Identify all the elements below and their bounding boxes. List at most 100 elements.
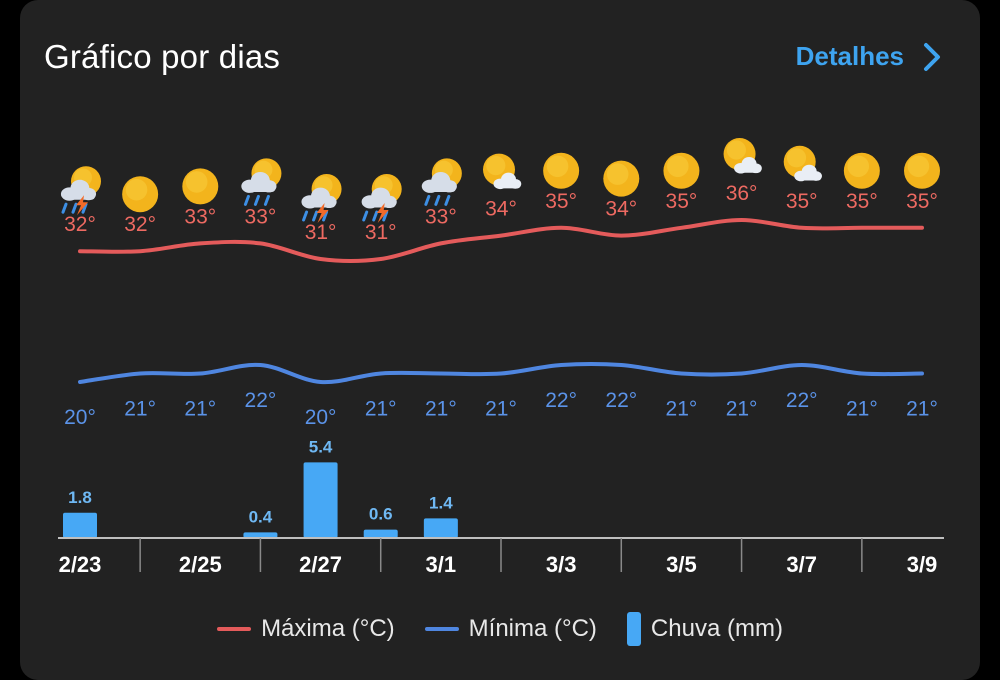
lightning-bolt xyxy=(316,203,329,223)
max-temp-label: 31° xyxy=(365,221,397,244)
rain-drop xyxy=(81,202,88,214)
sun-highlight xyxy=(546,155,569,178)
max-temp-line xyxy=(78,217,924,263)
legend-swatch-min xyxy=(424,627,459,631)
max-temp-label: 36° xyxy=(726,182,758,205)
min-temp-label: 21° xyxy=(485,398,517,421)
rain-drop xyxy=(424,194,431,206)
sun-highlight xyxy=(847,155,870,178)
chevron-right-icon xyxy=(924,42,940,71)
x-tick-label: 3/3 xyxy=(546,552,577,577)
rain-value-label: 1.4 xyxy=(429,493,453,512)
max-temp-label: 34° xyxy=(605,198,637,221)
sun-highlight xyxy=(907,155,930,178)
rain-drop xyxy=(61,202,68,214)
daily-forecast-chart: 32° 32° 33° 33° 31° 31° 33° 34° 35° 34° 35° 36° 35° 3… xyxy=(58,138,944,577)
min-temp-label: 21° xyxy=(726,398,758,421)
rain-drop xyxy=(71,202,78,214)
x-tick-label: 3/1 xyxy=(426,552,457,577)
legend-item-rain: Chuva (mm) xyxy=(626,612,783,646)
min-temp-line xyxy=(78,361,924,385)
daily-chart-card xyxy=(20,0,980,680)
rain-value-label: 1.8 xyxy=(68,488,92,507)
rain-bar xyxy=(243,532,278,538)
sun-highlight xyxy=(486,156,506,176)
min-temp-label: 21° xyxy=(124,398,156,421)
cloud-base xyxy=(243,184,276,192)
max-temp-label: 34° xyxy=(485,198,517,221)
legend-item-max: Máxima (°C) xyxy=(217,615,395,643)
card-title: Gráfico por dias xyxy=(44,38,281,75)
max-temp-label: 35° xyxy=(666,190,698,213)
cloud-base xyxy=(303,199,336,208)
cloud-base xyxy=(735,166,762,173)
details-link[interactable]: Detalhes xyxy=(796,41,942,72)
sun-icon xyxy=(543,152,580,189)
sun-icon xyxy=(603,160,640,197)
sun-icon xyxy=(122,176,159,213)
partly-cloudy-icon xyxy=(723,138,762,174)
rain-bar xyxy=(63,512,97,538)
sun-icon xyxy=(182,168,219,205)
x-tick-label: 3/5 xyxy=(666,552,697,577)
x-tick-label: 3/7 xyxy=(786,552,817,577)
legend-item-min: Mínima (°C) xyxy=(424,615,597,643)
cloud-base xyxy=(495,182,521,189)
rain-bar xyxy=(363,529,398,538)
rain-drop xyxy=(302,210,309,222)
sun-highlight xyxy=(185,171,208,193)
rain-value-label: 0.6 xyxy=(369,505,393,524)
rain-drop xyxy=(362,210,369,222)
sun-highlight xyxy=(606,163,629,185)
max-temp-label: 33° xyxy=(425,205,457,228)
min-temp-label: 21° xyxy=(906,398,938,421)
sun-icon xyxy=(904,152,940,189)
min-temp-label: 20° xyxy=(305,406,337,429)
min-temp-label: 22° xyxy=(786,389,818,412)
min-temp-label: 21° xyxy=(425,398,457,421)
x-tick-label: 2/27 xyxy=(299,552,342,577)
rain-drop xyxy=(322,210,329,222)
max-temp-label: 33° xyxy=(184,205,216,228)
legend-swatch-rain xyxy=(626,612,641,646)
sun-highlight xyxy=(786,148,807,168)
rain-drop xyxy=(243,194,250,206)
rain-icon xyxy=(241,158,282,206)
min-temp-label: 22° xyxy=(545,389,577,412)
storm-icon xyxy=(301,174,342,223)
partly-cloudy-icon xyxy=(483,153,522,190)
lightning-bolt xyxy=(76,195,88,216)
max-temp-label: 32° xyxy=(124,213,156,236)
min-temp-label: 20° xyxy=(64,406,96,429)
min-temp-label: 21° xyxy=(365,398,397,421)
max-temp-label: 35° xyxy=(786,190,818,213)
rain-drop xyxy=(253,194,260,206)
cloud-base xyxy=(62,192,96,200)
legend-swatch-max xyxy=(217,627,252,631)
max-temp-label: 35° xyxy=(545,190,577,213)
x-tick-label: 3/9 xyxy=(907,552,938,577)
rain-drop xyxy=(372,210,379,222)
cloud-base xyxy=(423,184,456,192)
storm-icon xyxy=(361,174,402,223)
sun-icon xyxy=(843,152,880,189)
sun-highlight xyxy=(667,155,689,178)
max-temp-label: 35° xyxy=(906,190,938,213)
min-temp-label: 22° xyxy=(605,389,637,412)
rain-value-label: 5.4 xyxy=(309,437,333,456)
legend-label-rain: Chuva (mm) xyxy=(650,615,783,642)
rain-icon xyxy=(421,158,462,206)
rain-drop xyxy=(444,194,451,206)
legend-label-max: Máxima (°C) xyxy=(261,615,395,642)
details-label: Detalhes xyxy=(795,41,904,71)
partly-cloudy-icon xyxy=(783,145,822,182)
min-temp-label: 21° xyxy=(666,398,698,421)
storm-icon xyxy=(60,166,101,216)
sun-highlight xyxy=(726,140,746,160)
rain-drop xyxy=(263,194,270,206)
chart-legend: Máxima (°C) Mínima (°C) Chuva (mm) xyxy=(0,612,1000,646)
x-tick-label: 2/25 xyxy=(179,552,222,577)
lightning-bolt xyxy=(376,203,389,223)
rain-bar xyxy=(303,462,338,538)
sun-icon xyxy=(663,152,700,189)
